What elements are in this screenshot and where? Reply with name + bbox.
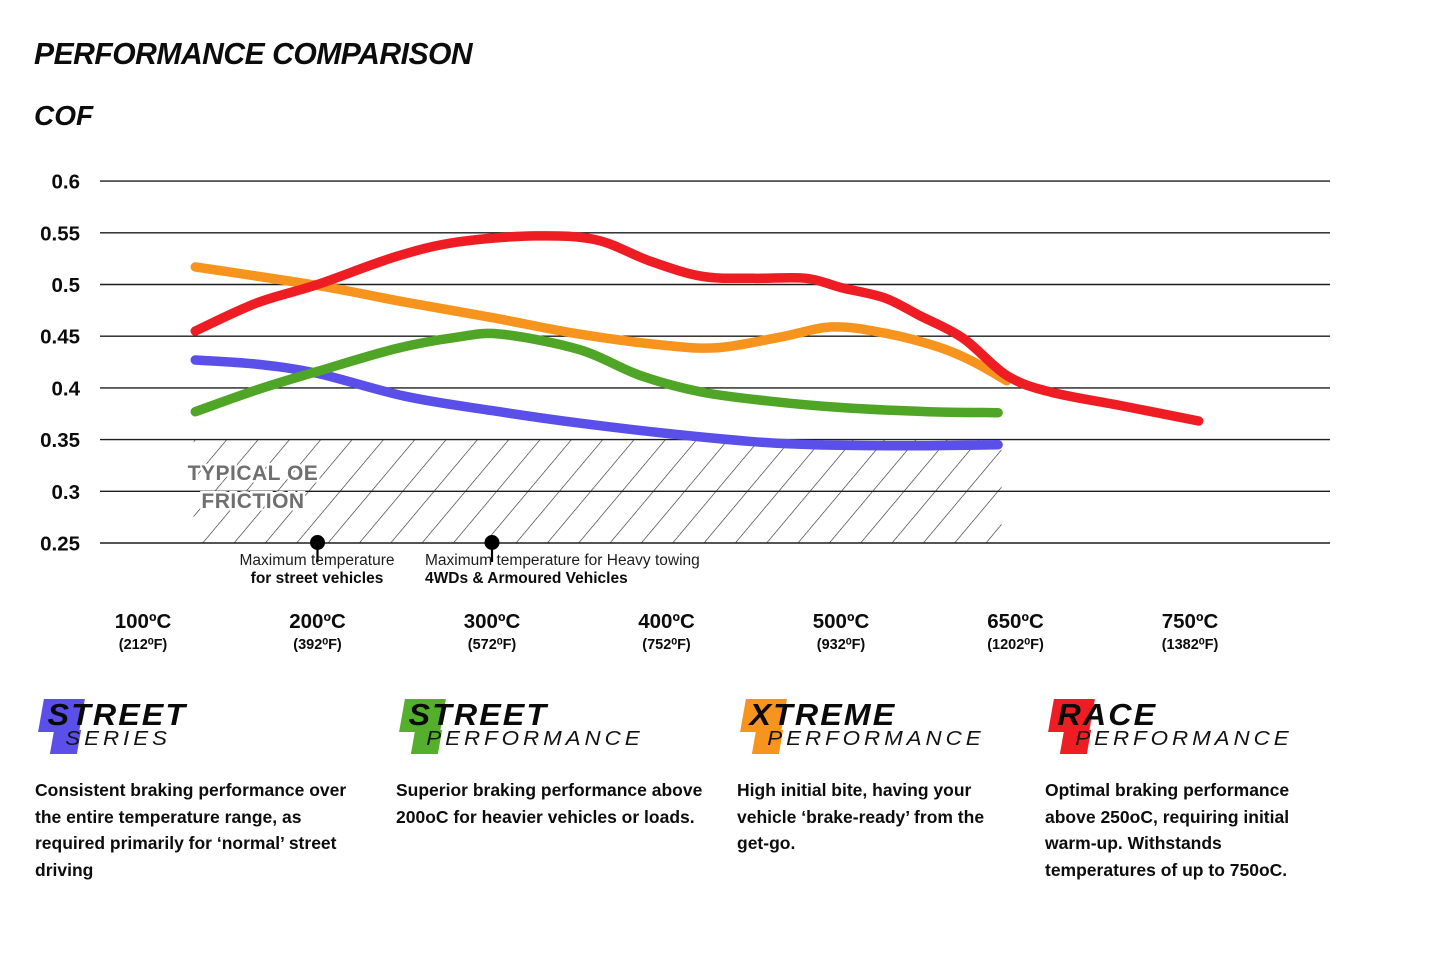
curve-street-performance — [190, 328, 1003, 418]
x-tick-label-f: (572⁰F) — [468, 637, 517, 653]
curve-xtreme-performance — [190, 262, 1012, 386]
annotation-max-temp-street: Maximum temperature for street vehicles — [167, 552, 467, 588]
y-tick-label: 0.5 — [52, 274, 81, 297]
legend-description: High initial bite, having your vehicle ‘… — [737, 780, 985, 853]
legend-description: Superior braking performance above 200oC… — [396, 780, 703, 827]
logo-word-2: PERFORMANCE — [1075, 728, 1293, 750]
legend-item-race-performance: RACE PERFORMANCE Optimal braking perform… — [1045, 697, 1337, 883]
oe-friction-label: FRICTION — [201, 490, 304, 513]
annotation-line: Maximum temperature for Heavy towing — [425, 552, 700, 569]
race-performance-logo: RACE PERFORMANCE — [1045, 697, 1337, 763]
page-title: PERFORMANCE COMPARISON — [34, 36, 473, 71]
logo-word-1: XTREME — [749, 697, 897, 732]
x-tick-label-c: 750ºC — [1162, 610, 1219, 633]
x-tick-label-c: 400ºC — [638, 610, 695, 633]
y-tick-label: 0.25 — [40, 533, 80, 556]
x-tick-label-f: (932⁰F) — [817, 637, 866, 653]
x-tick-label-c: 300ºC — [464, 610, 521, 633]
y-tick-label: 0.35 — [40, 429, 80, 452]
y-tick-label: 0.45 — [40, 326, 80, 349]
x-tick-label-c: 500ºC — [813, 610, 870, 633]
logo-word-1: STREET — [408, 697, 549, 732]
curve-race-performance — [190, 231, 1204, 426]
annotation-marker-icon — [310, 535, 325, 550]
x-tick-label-f: (392⁰F) — [293, 637, 342, 653]
legend-item-xtreme-performance: XTREME PERFORMANCE High initial bite, ha… — [737, 697, 1019, 857]
annotation-marker-icon — [484, 535, 500, 550]
legend-description: Consistent braking performance over the … — [35, 780, 347, 880]
performance-line-chart: 0.6 0.55 0.5 0.45 0.4 0.35 0.3 0.25 100ºC (212⁰F)… — [40, 171, 1330, 653]
y-tick-label: 0.4 — [52, 377, 81, 400]
legend-item-street-performance: STREET PERFORMANCE Superior braking perf… — [396, 697, 726, 830]
annotation-line: 4WDs & Armoured Vehicles — [425, 570, 628, 587]
cof-axis-title: COF — [34, 100, 94, 131]
x-tick-label-f: (752⁰F) — [642, 637, 691, 653]
logo-word-2: PERFORMANCE — [767, 728, 985, 750]
xtreme-performance-logo: XTREME PERFORMANCE — [737, 697, 1019, 763]
annotation-line: Maximum temperature — [239, 552, 395, 569]
x-tick-label-c: 100ºC — [115, 610, 172, 633]
y-tick-label: 0.3 — [52, 481, 81, 504]
x-tick-label-f: (212⁰F) — [119, 637, 168, 653]
x-tick-label-f: (1382⁰F) — [1162, 637, 1219, 653]
legend-description: Optimal braking performance above 250oC,… — [1045, 780, 1290, 880]
legend-item-street-series: STREET SERIES Consistent braking perform… — [35, 697, 365, 883]
street-series-logo: STREET SERIES — [35, 697, 365, 763]
x-tick-label-f: (1202⁰F) — [987, 637, 1044, 653]
oe-friction-label: TYPICAL OE — [188, 462, 319, 485]
annotation-line: for street vehicles — [250, 570, 384, 587]
annotation-max-temp-towing: Maximum temperature for Heavy towing 4WD… — [425, 552, 765, 588]
logo-word-1: RACE — [1057, 697, 1158, 732]
y-tick-label: 0.55 — [40, 222, 80, 245]
y-tick-label: 0.6 — [52, 171, 81, 194]
street-performance-logo: STREET PERFORMANCE — [396, 697, 726, 763]
x-tick-label-c: 650ºC — [987, 610, 1044, 633]
logo-word-2: SERIES — [65, 728, 171, 750]
logo-word-2: PERFORMANCE — [426, 728, 644, 750]
logo-word-1: STREET — [47, 697, 188, 732]
x-tick-label-c: 200ºC — [289, 610, 346, 633]
